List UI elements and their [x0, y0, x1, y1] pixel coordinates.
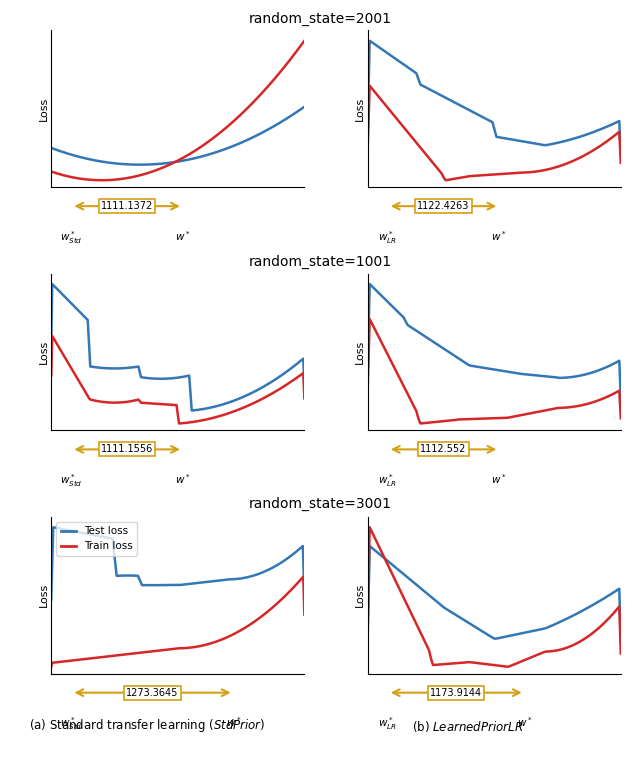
Text: $w^*$: $w^*$	[492, 229, 507, 243]
Y-axis label: Loss: Loss	[355, 583, 365, 607]
Y-axis label: Loss: Loss	[355, 340, 365, 364]
Text: (a) Standard transfer learning ($\mathit{StdPrior}$): (a) Standard transfer learning ($\mathit…	[29, 718, 266, 734]
Text: 1122.4263: 1122.4263	[417, 201, 470, 211]
Text: $w^*_{LR}$: $w^*_{LR}$	[378, 229, 397, 246]
Y-axis label: Loss: Loss	[38, 340, 49, 364]
Text: $w^*_{LR}$: $w^*_{LR}$	[378, 472, 397, 489]
Text: $w^*$: $w^*$	[492, 472, 507, 486]
Text: $w^*$: $w^*$	[175, 472, 191, 486]
Text: 1112.552: 1112.552	[420, 444, 467, 454]
Text: $w^*_{Std}$: $w^*_{Std}$	[60, 715, 83, 732]
Text: 1111.1372: 1111.1372	[101, 201, 153, 211]
Text: $w^*_{Std}$: $w^*_{Std}$	[60, 472, 83, 489]
Text: 1111.1556: 1111.1556	[101, 444, 153, 454]
Y-axis label: Loss: Loss	[38, 583, 49, 607]
Text: 1173.9144: 1173.9144	[430, 687, 483, 698]
Text: random_state=2001: random_state=2001	[248, 12, 392, 26]
Y-axis label: Loss: Loss	[355, 97, 365, 121]
Text: $w^*$: $w^*$	[175, 229, 191, 243]
Text: 1273.3645: 1273.3645	[126, 687, 179, 698]
Text: random_state=3001: random_state=3001	[248, 497, 392, 511]
Text: $w^*_{Std}$: $w^*_{Std}$	[60, 229, 83, 246]
Text: $w^*$: $w^*$	[516, 715, 532, 729]
Text: random_state=1001: random_state=1001	[248, 254, 392, 269]
Text: $w^*$: $w^*$	[225, 715, 241, 729]
Text: $w^*_{LR}$: $w^*_{LR}$	[378, 715, 397, 732]
Legend: Test loss, Train loss: Test loss, Train loss	[56, 522, 138, 556]
Text: (b) $\mathit{LearnedPriorLR}$: (b) $\mathit{LearnedPriorLR}$	[412, 719, 523, 734]
Y-axis label: Loss: Loss	[38, 97, 49, 121]
